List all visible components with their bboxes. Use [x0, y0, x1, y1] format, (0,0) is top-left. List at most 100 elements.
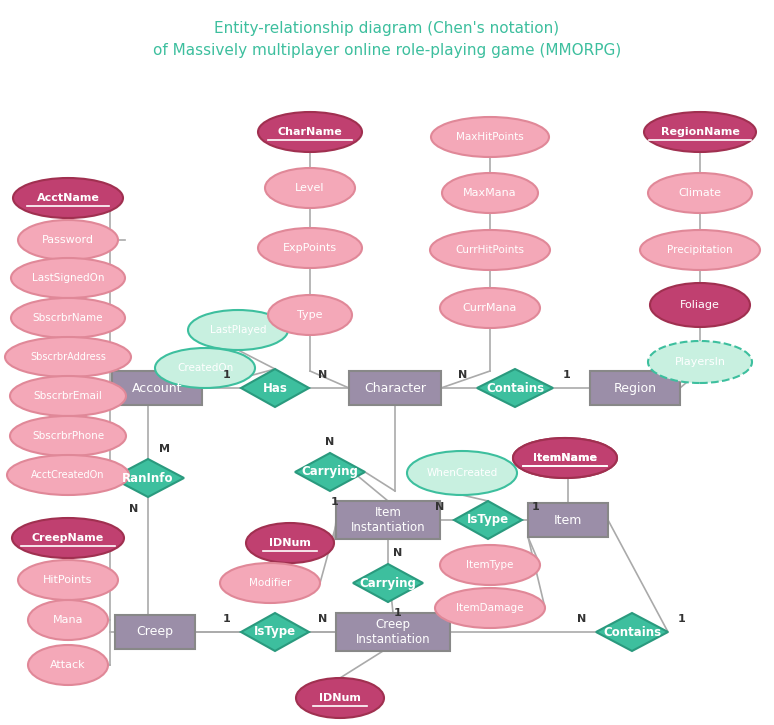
Text: N: N [435, 502, 444, 512]
Text: HitPoints: HitPoints [43, 575, 93, 585]
Text: ExpPoints: ExpPoints [283, 243, 337, 253]
Text: SbscrbrName: SbscrbrName [33, 313, 103, 323]
Text: M: M [159, 444, 170, 454]
Ellipse shape [7, 455, 129, 495]
Text: SbscrbrPhone: SbscrbrPhone [32, 431, 104, 441]
Text: Level: Level [295, 183, 325, 193]
Ellipse shape [650, 283, 750, 327]
Text: 1: 1 [223, 370, 231, 380]
Ellipse shape [648, 341, 752, 383]
Ellipse shape [430, 230, 550, 270]
Ellipse shape [12, 518, 124, 558]
Ellipse shape [10, 376, 126, 416]
Ellipse shape [258, 228, 362, 268]
Ellipse shape [513, 438, 617, 478]
Text: 1: 1 [563, 370, 571, 380]
FancyBboxPatch shape [336, 501, 440, 539]
Text: AcctCreatedOn: AcctCreatedOn [31, 470, 104, 480]
Text: Mana: Mana [53, 615, 84, 625]
Ellipse shape [440, 288, 540, 328]
Text: CurrMana: CurrMana [463, 303, 517, 313]
Text: CharName: CharName [278, 127, 342, 137]
Text: PlayersIn: PlayersIn [674, 357, 725, 367]
Ellipse shape [18, 220, 118, 260]
Ellipse shape [28, 645, 108, 685]
Ellipse shape [265, 168, 355, 208]
Text: Attack: Attack [50, 660, 86, 670]
Text: Entity-relationship diagram (Chen's notation): Entity-relationship diagram (Chen's nota… [214, 20, 560, 36]
Ellipse shape [640, 230, 760, 270]
Ellipse shape [435, 588, 545, 628]
Polygon shape [112, 459, 184, 497]
Text: 1: 1 [678, 614, 686, 624]
Text: Item
Instantiation: Item Instantiation [351, 506, 425, 534]
Text: Modifier: Modifier [248, 578, 291, 588]
Text: AcctName: AcctName [36, 193, 99, 203]
Ellipse shape [513, 438, 617, 478]
Text: 1: 1 [394, 608, 402, 618]
Text: Precipitation: Precipitation [667, 245, 733, 255]
Text: Item: Item [554, 513, 582, 526]
Polygon shape [241, 613, 309, 651]
Text: MaxHitPoints: MaxHitPoints [456, 132, 524, 142]
FancyBboxPatch shape [528, 503, 608, 537]
Polygon shape [295, 453, 365, 491]
Text: CreepName: CreepName [32, 533, 104, 543]
Ellipse shape [11, 298, 125, 338]
Text: LastSignedOn: LastSignedOn [32, 273, 104, 283]
Text: RanInfo: RanInfo [122, 471, 173, 484]
Ellipse shape [5, 337, 131, 377]
Text: WhenCreated: WhenCreated [426, 468, 498, 478]
Text: Creep: Creep [136, 626, 173, 639]
Ellipse shape [10, 416, 126, 456]
Text: MaxMana: MaxMana [463, 188, 517, 198]
Ellipse shape [11, 258, 125, 298]
Text: IsType: IsType [254, 626, 296, 639]
Polygon shape [596, 613, 668, 651]
Ellipse shape [644, 112, 756, 152]
Text: CurrHitPoints: CurrHitPoints [456, 245, 525, 255]
FancyBboxPatch shape [590, 371, 680, 405]
Text: CreatedOn: CreatedOn [177, 363, 233, 373]
Text: ItemType: ItemType [466, 560, 514, 570]
Text: Character: Character [364, 381, 426, 394]
Ellipse shape [18, 560, 118, 600]
Text: N: N [318, 370, 327, 380]
Text: SbscrbrEmail: SbscrbrEmail [33, 391, 102, 401]
Text: ItemName: ItemName [533, 453, 597, 463]
Text: Foliage: Foliage [680, 300, 720, 310]
Ellipse shape [431, 117, 549, 157]
Ellipse shape [407, 451, 517, 495]
Text: Type: Type [297, 310, 323, 320]
Text: Account: Account [132, 381, 182, 394]
Text: Password: Password [42, 235, 94, 245]
Ellipse shape [220, 563, 320, 603]
Text: of Massively multiplayer online role-playing game (MMORPG): of Massively multiplayer online role-pla… [153, 43, 621, 57]
Text: Contains: Contains [486, 381, 544, 394]
Ellipse shape [268, 295, 352, 335]
Ellipse shape [28, 600, 108, 640]
Ellipse shape [155, 348, 255, 388]
FancyBboxPatch shape [115, 615, 195, 649]
Text: RegionName: RegionName [660, 127, 739, 137]
Text: LastPlayed: LastPlayed [210, 325, 266, 335]
Ellipse shape [13, 178, 123, 218]
Polygon shape [353, 564, 423, 602]
Ellipse shape [648, 173, 752, 213]
Text: IsType: IsType [467, 513, 509, 526]
Text: N: N [318, 614, 327, 624]
Text: N: N [577, 614, 587, 624]
Text: ItemName: ItemName [533, 453, 597, 463]
Text: SbscrbrAddress: SbscrbrAddress [30, 352, 106, 362]
Text: Contains: Contains [603, 626, 661, 639]
Text: Carrying: Carrying [302, 465, 358, 478]
Ellipse shape [440, 545, 540, 585]
Polygon shape [241, 369, 309, 407]
FancyBboxPatch shape [112, 371, 202, 405]
Ellipse shape [296, 678, 384, 718]
Text: ItemDamage: ItemDamage [456, 603, 524, 613]
Ellipse shape [188, 310, 288, 350]
Text: N: N [129, 504, 139, 514]
Text: IDNum: IDNum [269, 538, 311, 548]
Polygon shape [454, 501, 522, 539]
